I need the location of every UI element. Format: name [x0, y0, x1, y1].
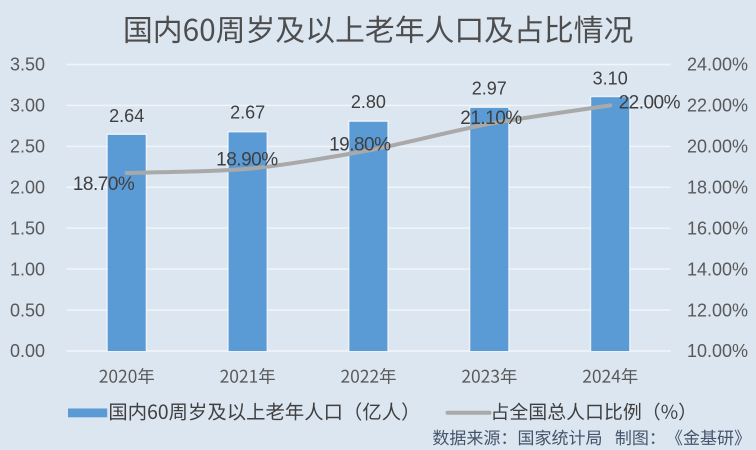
svg-text:1.00: 1.00 — [10, 259, 45, 279]
svg-text:2.00: 2.00 — [10, 178, 45, 198]
svg-text:20.00%: 20.00% — [687, 137, 748, 157]
svg-text:1.50: 1.50 — [10, 218, 45, 238]
svg-text:22.00%: 22.00% — [687, 96, 748, 116]
svg-text:10.00%: 10.00% — [687, 341, 748, 361]
svg-text:2.80: 2.80 — [351, 92, 386, 112]
svg-text:24.00%: 24.00% — [687, 55, 748, 75]
svg-text:18.90%: 18.90% — [216, 149, 278, 170]
svg-text:0.00: 0.00 — [10, 341, 45, 361]
svg-text:14.00%: 14.00% — [687, 259, 748, 279]
svg-text:18.70%: 18.70% — [73, 174, 135, 195]
svg-text:2.50: 2.50 — [10, 137, 45, 157]
svg-text:18.00%: 18.00% — [687, 178, 748, 198]
svg-text:12.00%: 12.00% — [687, 300, 748, 320]
svg-text:16.00%: 16.00% — [687, 218, 748, 238]
svg-text:2.97: 2.97 — [472, 79, 507, 99]
svg-text:19.80%: 19.80% — [329, 135, 391, 156]
svg-text:3.10: 3.10 — [593, 68, 628, 88]
svg-text:2.64: 2.64 — [109, 106, 144, 126]
svg-text:22.00%: 22.00% — [619, 93, 681, 114]
svg-text:3.00: 3.00 — [10, 96, 45, 116]
svg-text:0.50: 0.50 — [10, 300, 45, 320]
svg-text:2.67: 2.67 — [230, 102, 265, 122]
svg-text:21.10%: 21.10% — [460, 108, 522, 129]
svg-text:3.50: 3.50 — [10, 55, 45, 75]
